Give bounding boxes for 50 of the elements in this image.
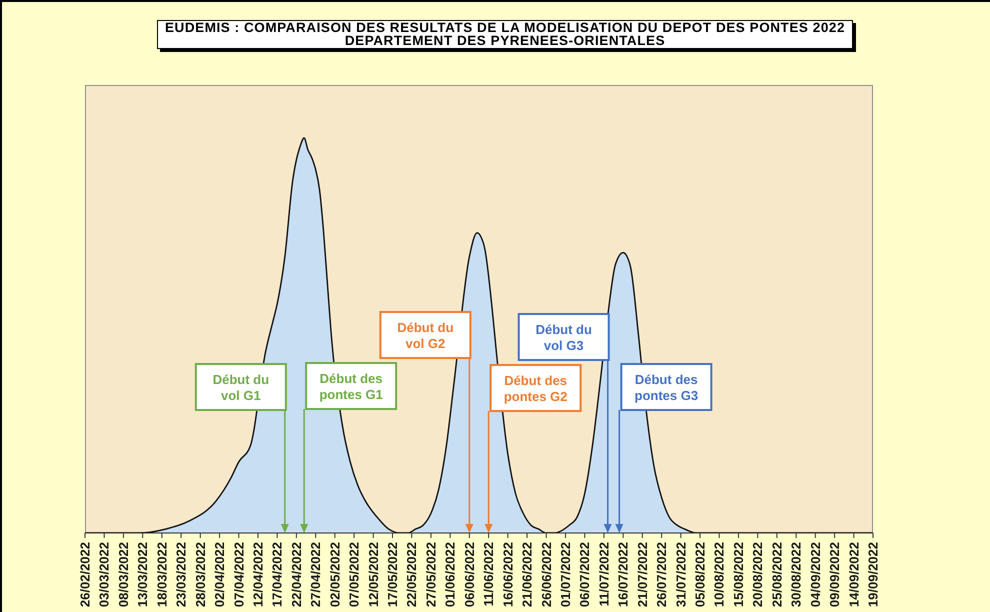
x-tick-label: 27/04/2022 [308, 542, 324, 608]
x-tick-label: 23/03/2022 [174, 542, 189, 608]
ref-line-label: Début des pontes G1 [319, 371, 383, 402]
x-tick-label: 08/03/2022 [116, 542, 131, 608]
chart-title: EUDEMIS : COMPARAISON DES RESULTATS DE LA MODELISATION DU DEPOT DES PONTES 2022 [164, 20, 846, 35]
x-tick-label: 21/07/2022 [634, 542, 650, 608]
x-tick-label: 07/05/2022 [346, 542, 362, 608]
x-tick-label: 26/02/2022 [78, 542, 92, 608]
x-tick-label: 21/06/2022 [520, 542, 535, 608]
x-tick-label: 12/05/2022 [366, 542, 381, 608]
x-tick-label: 14/09/2022 [846, 542, 862, 608]
x-tick-label: 10/08/2022 [712, 542, 727, 608]
x-tick-label: 28/03/2022 [192, 542, 208, 608]
x-tick-label: 03/03/2022 [96, 542, 112, 608]
x-tick-label: 20/08/2022 [750, 542, 766, 608]
x-tick-label: 16/06/2022 [500, 542, 516, 608]
x-tick-label: 17/05/2022 [385, 542, 400, 608]
x-tick-label: 27/05/2022 [423, 542, 438, 608]
x-tick-label: 01/06/2022 [442, 542, 458, 608]
x-tick-label: 31/07/2022 [673, 542, 688, 608]
x-tick-label: 11/06/2022 [481, 542, 496, 606]
ref-line-label: Début du vol G3 [536, 322, 592, 353]
x-tick-label: 06/07/2022 [577, 542, 592, 608]
x-tick-label: 12/04/2022 [250, 542, 266, 608]
x-tick-label: 22/04/2022 [288, 542, 304, 608]
x-tick-label: 02/04/2022 [212, 542, 228, 608]
x-tick-label: 09/09/2022 [827, 542, 842, 608]
x-tick-label: 19/09/2022 [866, 542, 880, 608]
x-tick-label: 17/04/2022 [270, 542, 285, 608]
x-tick-label: 02/05/2022 [327, 542, 342, 608]
x-tick-label: 30/08/2022 [788, 542, 804, 608]
ref-line-label: Début des pontes G2 [504, 373, 568, 404]
x-tick-label: 13/03/2022 [135, 542, 150, 608]
x-tick-label: 26/07/2022 [654, 542, 670, 608]
x-tick-label: 15/08/2022 [730, 542, 746, 608]
x-tick-label: 16/07/2022 [616, 542, 631, 608]
ref-line-label: Début des pontes G3 [634, 372, 698, 403]
chart-subtitle: DEPARTEMENT DES PYRENEES-ORIENTALES [344, 32, 666, 48]
x-tick-label: 01/07/2022 [558, 542, 573, 608]
x-tick-label: 04/09/2022 [808, 542, 823, 608]
ref-line-label: Début du vol G1 [212, 372, 270, 403]
x-tick-label: 11/07/2022 [596, 542, 612, 606]
x-tick-label: 06/06/2022 [462, 542, 477, 608]
x-tick-label: 26/06/2022 [538, 542, 554, 608]
x-tick-label: 18/03/2022 [154, 542, 170, 608]
x-tick-label: 05/08/2022 [692, 542, 708, 608]
x-tick-label: 25/08/2022 [769, 542, 784, 608]
x-tick-label: 22/05/2022 [404, 542, 420, 608]
ref-line-label: Début du vol G2 [397, 320, 454, 351]
x-tick-label: 07/04/2022 [231, 542, 246, 608]
